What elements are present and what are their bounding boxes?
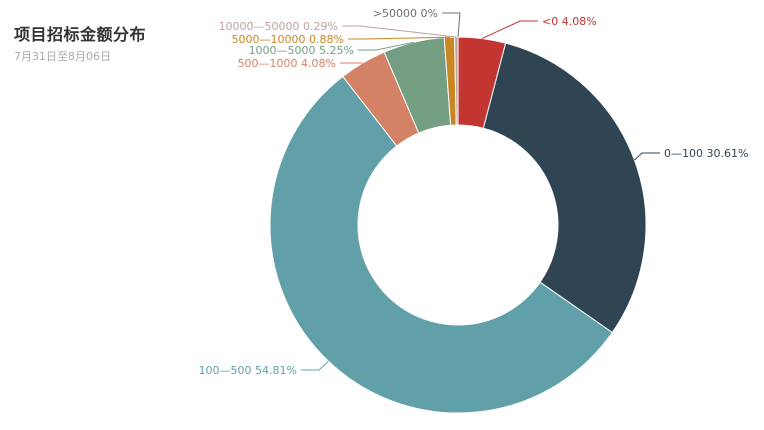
slice-label-50000: >50000 0% <box>373 7 438 20</box>
slice-label-0-100: 0—100 30.61% <box>664 147 748 160</box>
leader-line-10000-50000 <box>342 25 457 38</box>
leader-line-50000 <box>442 12 461 38</box>
slice-label-500-1000: 500—1000 4.08% <box>238 57 336 70</box>
slice-label-1000-5000: 1000—5000 5.25% <box>249 44 354 57</box>
slice-label-100-500: 100—500 54.81% <box>199 364 297 377</box>
leader-line-0 <box>481 20 538 39</box>
slice-label-0: <0 4.08% <box>542 15 597 28</box>
leader-line-0-100 <box>634 152 660 161</box>
slice-label-5000-10000: 5000—10000 0.88% <box>232 33 344 46</box>
leader-line-1000-5000 <box>358 41 414 51</box>
chart-title: 项目招标金额分布 <box>14 25 147 44</box>
chart-subtitle: 7月31日至8月06日 <box>14 50 111 63</box>
slice-0-100[interactable] <box>482 42 647 334</box>
slice-100-500[interactable] <box>269 75 613 414</box>
leader-line-100-500 <box>301 360 329 371</box>
leader-line-5000-10000 <box>348 36 450 40</box>
slice-label-10000-50000: 10000—50000 0.29% <box>219 20 338 33</box>
